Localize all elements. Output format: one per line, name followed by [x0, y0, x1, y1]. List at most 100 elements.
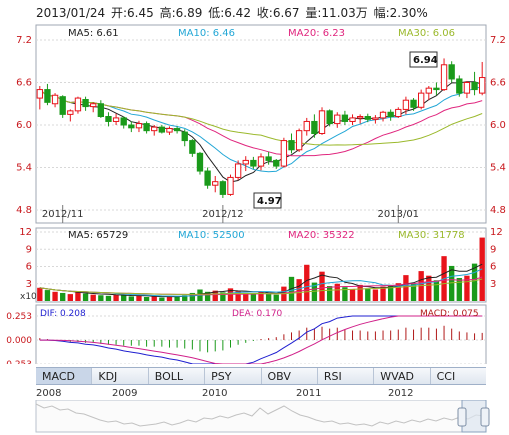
- tab-rsi[interactable]: RSI: [318, 368, 375, 384]
- candle: [44, 83, 51, 106]
- volume-bar: [349, 288, 356, 301]
- volume-bar: [372, 289, 379, 301]
- candle: [318, 107, 326, 135]
- quote-volume: 量:11.03万: [305, 6, 368, 20]
- candle-body: [90, 103, 97, 108]
- candle: [471, 71, 478, 96]
- volume-tick-label: 9: [26, 244, 32, 255]
- macd-axis: 0.253 0.000 -0.253: [3, 312, 32, 364]
- candle: [265, 151, 272, 165]
- candle-body: [97, 103, 105, 117]
- candle: [105, 112, 112, 127]
- candle: [196, 151, 204, 175]
- candle-body: [158, 126, 166, 133]
- volume-bar: [365, 288, 371, 301]
- tab-obv[interactable]: OBV: [262, 368, 318, 384]
- volume-tick-label: 3: [490, 279, 496, 290]
- volume-bar: [357, 284, 363, 301]
- volume-bar: [265, 293, 272, 301]
- high-callout: 6.94: [409, 51, 438, 68]
- vol-legend-ma30: MA30: 31778: [398, 230, 465, 241]
- candle: [51, 93, 59, 108]
- vol-ma30-line: [39, 278, 483, 295]
- tab-boll[interactable]: BOLL: [149, 368, 206, 384]
- candle: [372, 115, 379, 124]
- volume-bar: [98, 295, 104, 301]
- candle-body: [128, 124, 135, 129]
- candle-body: [295, 130, 303, 151]
- candle-body: [456, 78, 463, 94]
- volume-bar: [456, 278, 462, 301]
- volume-bar: [296, 279, 302, 301]
- volume-bar: [52, 291, 58, 301]
- macd-legend-dea: DEA: 0.170: [232, 309, 283, 319]
- candle-body: [250, 159, 257, 167]
- tab-macd[interactable]: MACD: [36, 368, 93, 384]
- tab-kdj[interactable]: KDJ: [92, 368, 149, 384]
- candle: [204, 167, 211, 189]
- candle: [402, 96, 410, 115]
- candle: [90, 102, 97, 113]
- volume-bar: [212, 290, 218, 301]
- candle-body: [341, 114, 349, 122]
- candle: [227, 174, 234, 196]
- price-tick-label: 7.2: [490, 35, 506, 46]
- tab-wvad[interactable]: WVAD: [374, 368, 431, 384]
- vol-legend-ma10: MA10: 52500: [178, 230, 245, 241]
- macd-legend-macd: MACD: 0.075: [420, 309, 479, 319]
- candle-body: [151, 126, 158, 132]
- timeline-right-handle[interactable]: [480, 407, 490, 427]
- candle-body: [364, 116, 371, 120]
- candle: [433, 82, 440, 96]
- candle-body: [395, 108, 402, 117]
- vol-unit: x10: [20, 292, 37, 302]
- candle: [326, 109, 333, 127]
- legend-ma10: MA10: 6.46: [178, 28, 235, 39]
- volume-bar: [319, 271, 325, 301]
- volume-bar: [243, 292, 249, 301]
- candle-body: [448, 64, 455, 80]
- candle-body: [379, 111, 387, 119]
- candle-body: [257, 156, 265, 167]
- candle-body: [143, 123, 150, 132]
- price-tick-label: 7.2: [16, 35, 32, 46]
- volume-bar: [250, 294, 257, 301]
- candle: [82, 96, 89, 111]
- tab-psy[interactable]: PSY: [205, 368, 262, 384]
- low-callout: 4.97: [253, 192, 282, 209]
- volume-tick-label: 3: [26, 279, 32, 290]
- candle-body: [440, 64, 448, 91]
- volume-bar: [166, 295, 173, 301]
- year-label: 2011: [296, 388, 322, 399]
- candle-body: [59, 96, 66, 115]
- candle: [463, 81, 471, 99]
- tab-cci[interactable]: CCI: [436, 369, 456, 383]
- candle: [448, 61, 455, 83]
- date-label: 2012/12: [202, 209, 244, 220]
- candle-body: [311, 120, 318, 135]
- candle-body: [135, 123, 143, 129]
- volume-bar: [387, 285, 394, 301]
- candle: [356, 114, 364, 124]
- candle: [311, 114, 318, 138]
- candle-body: [181, 131, 188, 142]
- timeline-left-handle[interactable]: [457, 407, 467, 427]
- volume-axis-left: 12 9 6 3: [19, 227, 32, 290]
- timeline-navigator[interactable]: [0, 400, 509, 434]
- macd-histogram: [39, 325, 483, 353]
- candle: [288, 133, 295, 154]
- volume-bar: [136, 295, 142, 301]
- stock-chart[interactable]: 7.26.66.05.44.8 7.26.66.05.44.8 2012/11 2…: [0, 0, 509, 364]
- candlestick-series: [36, 58, 486, 198]
- volume-bar: [44, 290, 51, 301]
- volume-bar: [189, 292, 196, 301]
- candle: [181, 129, 188, 147]
- price-panel: [35, 24, 487, 224]
- candle: [257, 153, 265, 171]
- candle-body: [82, 99, 89, 108]
- volume-bars: [37, 237, 485, 301]
- volume-tick-label: 6: [26, 262, 32, 273]
- candle: [234, 160, 242, 181]
- candle-body: [387, 111, 394, 117]
- volume-bar: [258, 291, 264, 301]
